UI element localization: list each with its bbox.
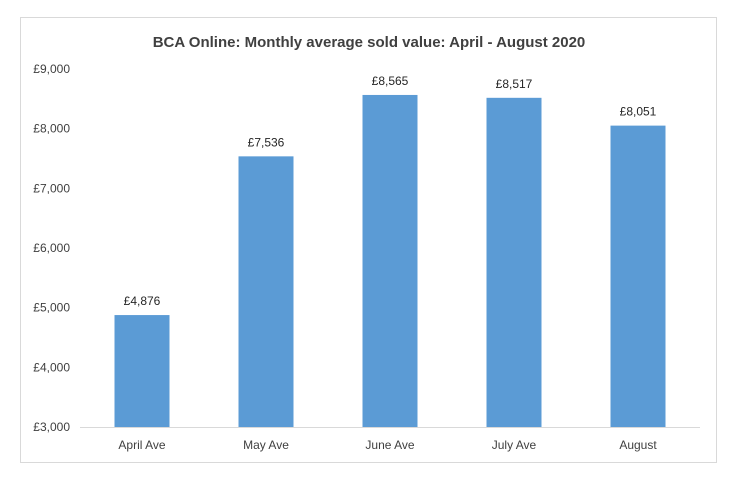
- bar: [486, 97, 542, 427]
- x-axis: April Ave May Ave June Ave July Ave August: [118, 438, 657, 452]
- y-tick-label: £6,000: [33, 241, 70, 255]
- y-tick-label: £5,000: [33, 301, 70, 315]
- bar: [238, 156, 294, 428]
- x-tick-label: July Ave: [492, 438, 537, 452]
- bar: [114, 315, 170, 427]
- y-axis: £3,000 £4,000 £5,000 £6,000 £7,000 £8,000 £9,0…: [33, 62, 70, 434]
- y-tick-label: £3,000: [33, 420, 70, 434]
- bars: £4,876 £7,536 £8,565 £8,517 £8,051: [114, 74, 666, 428]
- y-tick-label: £7,000: [33, 181, 70, 195]
- data-label: £8,051: [620, 105, 657, 119]
- data-label: £4,876: [124, 294, 161, 308]
- data-label: £7,536: [248, 135, 285, 149]
- data-label: £8,565: [372, 74, 409, 88]
- x-tick-label: June Ave: [365, 438, 414, 452]
- y-tick-label: £4,000: [33, 360, 70, 374]
- data-label: £8,517: [496, 77, 533, 91]
- x-tick-label: April Ave: [118, 438, 165, 452]
- y-tick-label: £8,000: [33, 122, 70, 136]
- bar: [610, 125, 666, 428]
- chart-title: BCA Online: Monthly average sold value: …: [153, 34, 586, 51]
- bar: [362, 94, 418, 427]
- x-tick-label: August: [619, 438, 657, 452]
- x-tick-label: May Ave: [243, 438, 289, 452]
- y-tick-label: £9,000: [33, 62, 70, 76]
